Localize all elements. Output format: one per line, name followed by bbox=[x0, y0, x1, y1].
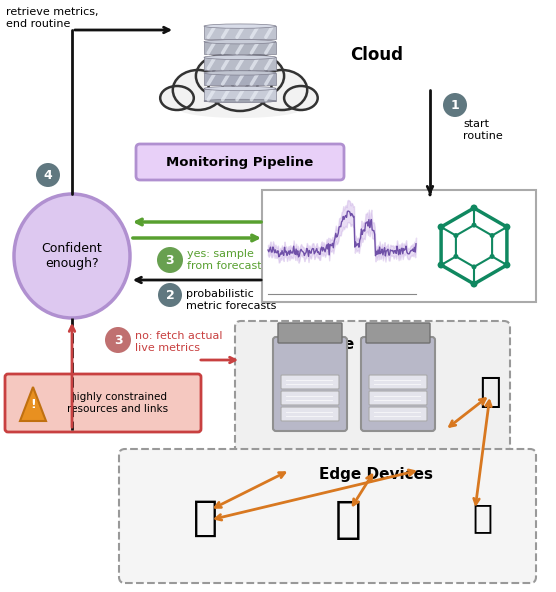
Ellipse shape bbox=[208, 59, 271, 111]
Circle shape bbox=[453, 254, 458, 259]
FancyBboxPatch shape bbox=[278, 323, 342, 343]
Text: Edge Nodes: Edge Nodes bbox=[312, 337, 413, 352]
Ellipse shape bbox=[173, 70, 223, 110]
Ellipse shape bbox=[196, 55, 251, 97]
FancyBboxPatch shape bbox=[235, 321, 510, 476]
Text: yes: sample
from forecasts: yes: sample from forecasts bbox=[187, 249, 267, 271]
Text: probabilistic
metric forecasts: probabilistic metric forecasts bbox=[186, 289, 276, 311]
FancyBboxPatch shape bbox=[369, 407, 427, 421]
FancyBboxPatch shape bbox=[5, 374, 201, 432]
Text: 1: 1 bbox=[450, 98, 459, 111]
Ellipse shape bbox=[177, 98, 303, 118]
Circle shape bbox=[443, 93, 467, 117]
FancyBboxPatch shape bbox=[273, 337, 347, 431]
Text: 3: 3 bbox=[113, 333, 122, 346]
FancyBboxPatch shape bbox=[369, 375, 427, 389]
Circle shape bbox=[438, 224, 445, 230]
FancyBboxPatch shape bbox=[204, 41, 276, 54]
FancyBboxPatch shape bbox=[369, 391, 427, 405]
Ellipse shape bbox=[160, 86, 194, 110]
Text: 3: 3 bbox=[166, 253, 175, 266]
Text: 2: 2 bbox=[166, 288, 175, 301]
FancyBboxPatch shape bbox=[281, 391, 339, 405]
Circle shape bbox=[157, 247, 183, 273]
Text: 📱: 📱 bbox=[472, 501, 492, 535]
Polygon shape bbox=[20, 387, 46, 421]
Ellipse shape bbox=[204, 40, 276, 44]
Circle shape bbox=[503, 224, 510, 230]
Text: 🎥: 🎥 bbox=[335, 498, 361, 542]
FancyBboxPatch shape bbox=[119, 449, 536, 583]
FancyBboxPatch shape bbox=[204, 57, 276, 70]
Ellipse shape bbox=[204, 24, 276, 28]
Circle shape bbox=[471, 223, 476, 227]
Circle shape bbox=[36, 163, 60, 187]
Circle shape bbox=[490, 254, 495, 259]
Circle shape bbox=[470, 281, 478, 288]
FancyBboxPatch shape bbox=[262, 190, 536, 302]
Text: start
routine: start routine bbox=[463, 119, 503, 141]
Text: !: ! bbox=[30, 398, 36, 411]
Text: Confident
enough?: Confident enough? bbox=[42, 242, 102, 270]
Text: highly constrained
resources and links: highly constrained resources and links bbox=[67, 392, 168, 414]
FancyBboxPatch shape bbox=[366, 323, 430, 343]
Circle shape bbox=[453, 233, 458, 238]
FancyBboxPatch shape bbox=[204, 26, 276, 38]
Ellipse shape bbox=[257, 70, 307, 110]
Text: Monitoring Pipeline: Monitoring Pipeline bbox=[166, 156, 314, 169]
Ellipse shape bbox=[204, 99, 276, 103]
FancyBboxPatch shape bbox=[204, 89, 276, 101]
Text: Edge Devices: Edge Devices bbox=[319, 468, 433, 482]
Text: retrieve metrics,
end routine: retrieve metrics, end routine bbox=[6, 7, 98, 29]
Circle shape bbox=[158, 283, 182, 307]
Circle shape bbox=[490, 233, 495, 238]
Text: 🚗: 🚗 bbox=[479, 375, 501, 409]
Ellipse shape bbox=[204, 70, 276, 75]
Ellipse shape bbox=[14, 194, 130, 318]
Circle shape bbox=[503, 262, 510, 269]
FancyBboxPatch shape bbox=[361, 337, 435, 431]
Ellipse shape bbox=[204, 86, 276, 91]
Circle shape bbox=[105, 327, 131, 353]
FancyBboxPatch shape bbox=[204, 73, 276, 85]
Text: no: fetch actual
live metrics: no: fetch actual live metrics bbox=[135, 331, 222, 353]
Text: Cloud: Cloud bbox=[350, 46, 403, 64]
Text: 🚌: 🚌 bbox=[192, 497, 217, 539]
Circle shape bbox=[438, 262, 445, 269]
Ellipse shape bbox=[230, 55, 284, 97]
Text: 4: 4 bbox=[43, 169, 52, 182]
Ellipse shape bbox=[284, 86, 317, 110]
FancyBboxPatch shape bbox=[281, 375, 339, 389]
FancyBboxPatch shape bbox=[136, 144, 344, 180]
Ellipse shape bbox=[204, 55, 276, 60]
Circle shape bbox=[470, 204, 478, 211]
Circle shape bbox=[471, 265, 476, 269]
FancyBboxPatch shape bbox=[281, 407, 339, 421]
